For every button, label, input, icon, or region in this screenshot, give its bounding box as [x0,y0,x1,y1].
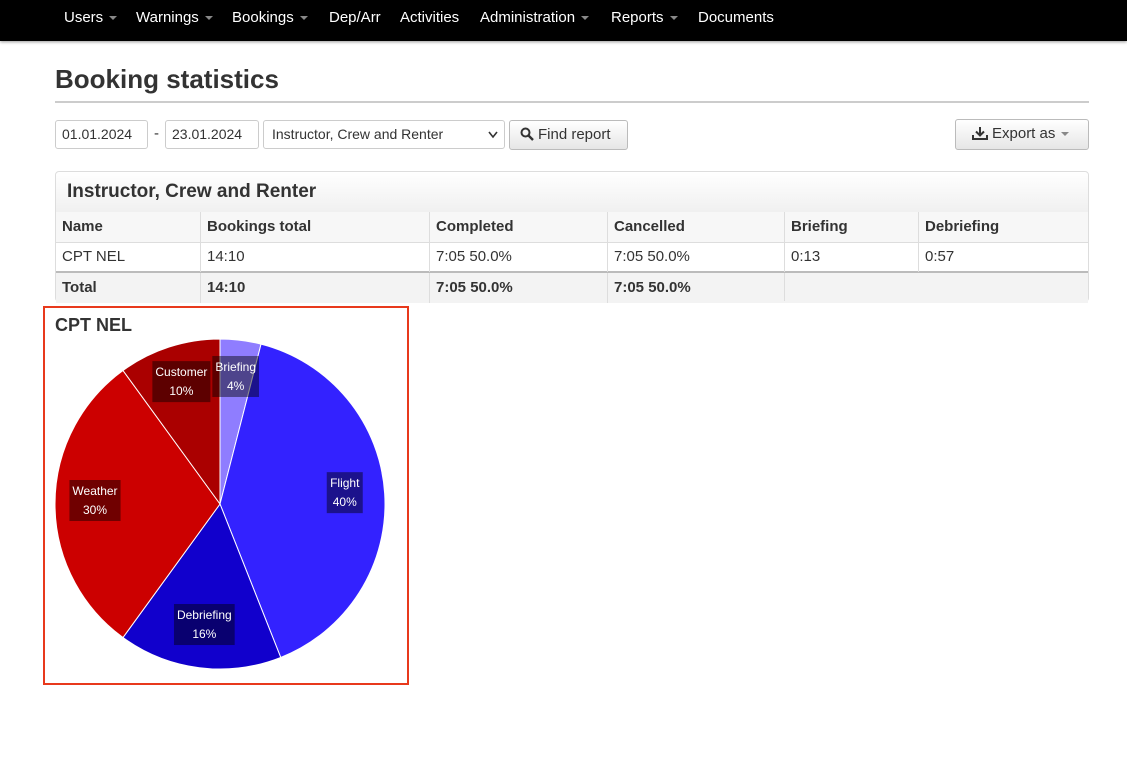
caret [669,16,678,21]
page-title: Booking statistics [55,64,279,94]
slice-label: Flight 40% [326,472,363,514]
label-bg [152,361,211,403]
nav-link[interactable]: Reports [611,0,678,36]
slice-name: Debriefing [177,608,232,622]
export-button[interactable]: Export as [955,119,1089,150]
header-cell: Completed [429,212,607,242]
nav-link[interactable]: Warnings [136,0,213,36]
date-separator: - [154,125,159,142]
label-bg [69,480,121,521]
label-bg [212,355,260,397]
search-icon [520,127,534,141]
slice-value: 40% [333,495,357,509]
total-cell: 7:05 50.0% [607,273,784,303]
header-cell: Debriefing [918,212,1088,242]
select-arrow [488,131,498,139]
total-cell: 7:05 50.0% [429,273,607,303]
total-cell: 14:10 [200,273,429,303]
nav-bar: Users Warnings Bookings Dep/Arr Activities Ad… [0,0,1127,41]
date-to-input[interactable]: 23.01.2024 [165,120,259,149]
nav-label: Users [64,9,104,26]
select-label: Instructor, Crew and Renter [272,126,444,142]
caret [581,16,590,21]
table-cell: CPT NEL [62,248,126,265]
header-cell: Cancelled [607,212,784,242]
slice-name: Customer [155,365,207,379]
caret [109,16,118,21]
header-cell: Bookings total [200,212,429,242]
slice-label: Weather 30% [69,480,121,521]
label-bg [173,604,235,646]
panel-heading [56,172,1088,213]
date-from-input[interactable]: 01.01.2024 [55,120,148,149]
nav-link[interactable]: Administration [480,0,590,36]
header-cell: Briefing [784,212,918,242]
total-row-bg [56,271,1088,303]
nav-link[interactable]: Dep/Arr [329,0,381,36]
nav-link[interactable]: Users [64,0,118,36]
slice-value: 4% [227,379,245,393]
slice-value: 16% [192,627,216,641]
find-report-button[interactable]: Find report [509,120,628,150]
title-rule [55,101,1089,103]
nav-label: Bookings [232,9,294,26]
header-row-bg [56,212,1088,243]
button-label: Export as [992,125,1056,142]
chart-highlight [43,306,409,685]
slice-name: Weather [72,484,117,498]
header-cell: Name [62,218,103,235]
download-icon [972,127,988,140]
button-label: Find report [538,126,611,143]
slice-value: 30% [83,503,107,517]
table-cell: 0:13 [784,242,918,272]
report-type-select[interactable]: Instructor, Crew and Renter [263,120,505,149]
nav-link[interactable]: Documents [698,0,774,36]
pie-slice [122,338,221,506]
slice-value: 10% [169,384,193,398]
slice-label: Briefing 4% [212,355,260,397]
nav-label: Warnings [136,9,199,26]
label-bg [326,472,363,514]
slice-label: Customer 10% [152,361,211,403]
caret [1061,132,1070,137]
total-cell: Total [62,279,97,296]
nav-label: Administration [480,9,576,26]
nav-link[interactable]: Bookings [232,0,308,36]
table-cell: 7:05 50.0% [607,242,784,272]
pie-slice [54,369,221,639]
nav-label: Activities [400,9,460,26]
slice-name: Flight [330,476,360,490]
caret [204,16,213,21]
nav-link[interactable]: Activities [400,0,459,36]
chart-title: CPT NEL [55,315,132,335]
pie-slice [122,502,282,670]
nav-label: Documents [698,9,774,26]
nav-label: Reports [611,9,664,26]
slice-name: Briefing [215,360,256,374]
pie-slice [219,343,386,659]
total-empty-cell [784,273,1089,301]
slice-label: Debriefing 16% [173,604,235,646]
table-cell: 14:10 [200,242,429,272]
nav-label: Dep/Arr [329,9,381,26]
table-cell: 7:05 50.0% [429,242,607,272]
table-cell: 0:57 [918,242,1088,272]
caret [299,16,308,21]
panel-title: Instructor, Crew and Renter [67,181,317,202]
